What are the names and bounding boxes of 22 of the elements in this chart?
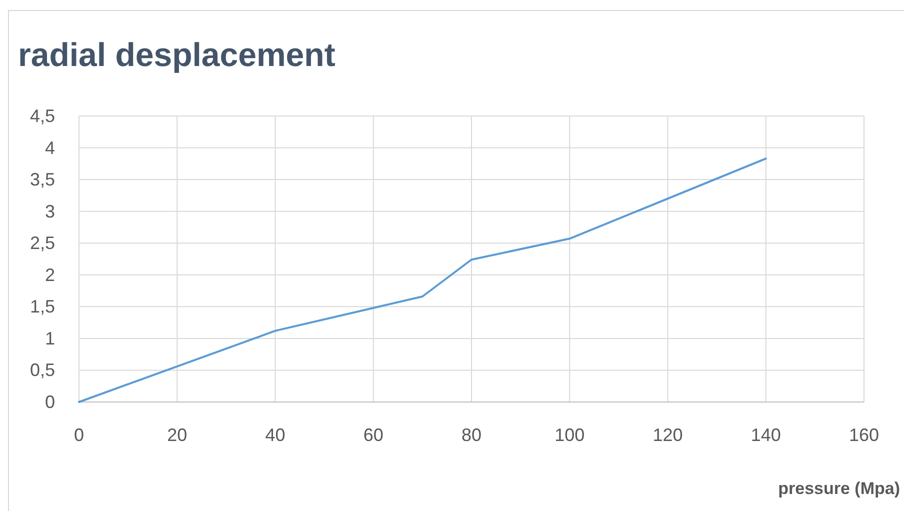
- y-tick-label: 4,5: [30, 106, 55, 126]
- y-tick-label: 0,5: [30, 360, 55, 380]
- y-tick-label: 3,5: [30, 170, 55, 190]
- line-series: [78, 158, 767, 403]
- x-tick-label: 80: [461, 425, 482, 445]
- x-tick-label: 100: [554, 425, 585, 445]
- x-tick-label: 120: [652, 425, 683, 445]
- x-tick-label: 0: [74, 425, 84, 445]
- y-tick-label: 2: [44, 264, 55, 285]
- chart-title: radial desplacement: [18, 36, 336, 73]
- y-tick-label: 4: [44, 138, 55, 158]
- x-tick-label: 140: [750, 425, 781, 445]
- y-tick-label: 2,5: [30, 233, 55, 254]
- y-tick-label: 0: [44, 392, 55, 412]
- x-tick-label: 160: [848, 425, 880, 445]
- y-tick-label: 1: [44, 328, 55, 348]
- x-axis-title: pressure (Mpa): [778, 479, 900, 498]
- y-tick-label: 1,5: [30, 296, 55, 317]
- y-tick-label: 3: [44, 201, 55, 222]
- x-tick-label: 20: [167, 425, 188, 445]
- x-tick-label: 40: [265, 425, 286, 445]
- x-tick-label: 60: [363, 425, 384, 445]
